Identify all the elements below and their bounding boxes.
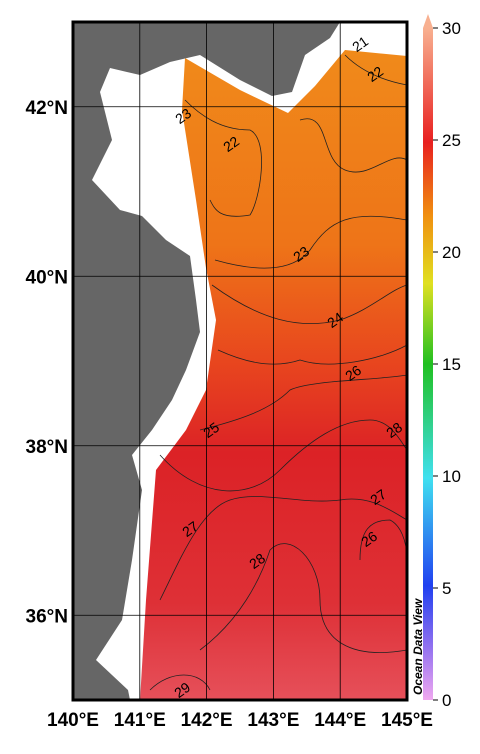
colorbar-tick-label: 30 [442,19,461,38]
x-tick-label: 143°E [247,710,299,731]
y-tick-label: 38°N [26,437,68,458]
colorbar [423,14,433,700]
colorbar-tick-label: 0 [442,691,451,710]
map-area [73,22,408,700]
y-tick-label: 36°N [26,606,68,627]
x-tick-label: 140°E [47,710,99,731]
x-tick-label: 142°E [181,710,233,731]
y-tick-label: 42°N [26,98,68,119]
x-tick-label: 141°E [114,710,166,731]
x-tick-label: 145°E [381,710,433,731]
colorbar-tick-label: 25 [442,131,461,150]
map-frame [71,20,409,702]
colorbar-arrow [423,14,433,28]
credit: Ocean Data View [411,598,425,695]
y-tick-label: 40°N [26,267,68,288]
land [73,22,340,700]
x-tick-label: 144°E [314,710,366,731]
colorbar-tick-label: 5 [442,579,451,598]
colorbar-fill [423,28,433,700]
colorbar-tick-label: 20 [442,243,461,262]
colorbar-tick-label: 10 [442,467,461,486]
colorbar-tick-label: 15 [442,355,461,374]
